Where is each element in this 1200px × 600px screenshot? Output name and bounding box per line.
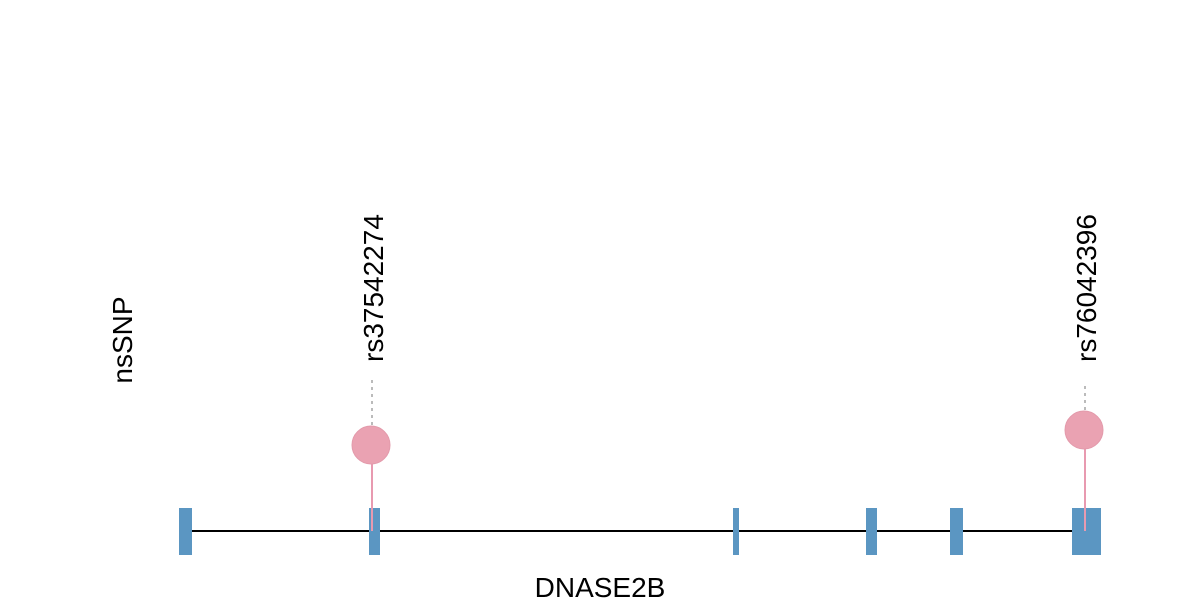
exon	[950, 508, 963, 555]
snp-marker	[1064, 410, 1104, 450]
snp: rs76042396	[1064, 214, 1104, 531]
exon	[866, 508, 877, 555]
exon	[733, 508, 739, 555]
snp: rs37542274	[351, 214, 391, 531]
snp-label: rs37542274	[358, 214, 389, 362]
exon	[179, 508, 192, 555]
gene-name: DNASE2B	[535, 572, 666, 600]
track-label: nsSNP	[107, 296, 138, 383]
snp-marker	[351, 425, 391, 465]
exon	[369, 508, 380, 555]
exon	[1072, 508, 1101, 555]
exons	[179, 508, 1101, 555]
snp-label: rs76042396	[1071, 214, 1102, 362]
